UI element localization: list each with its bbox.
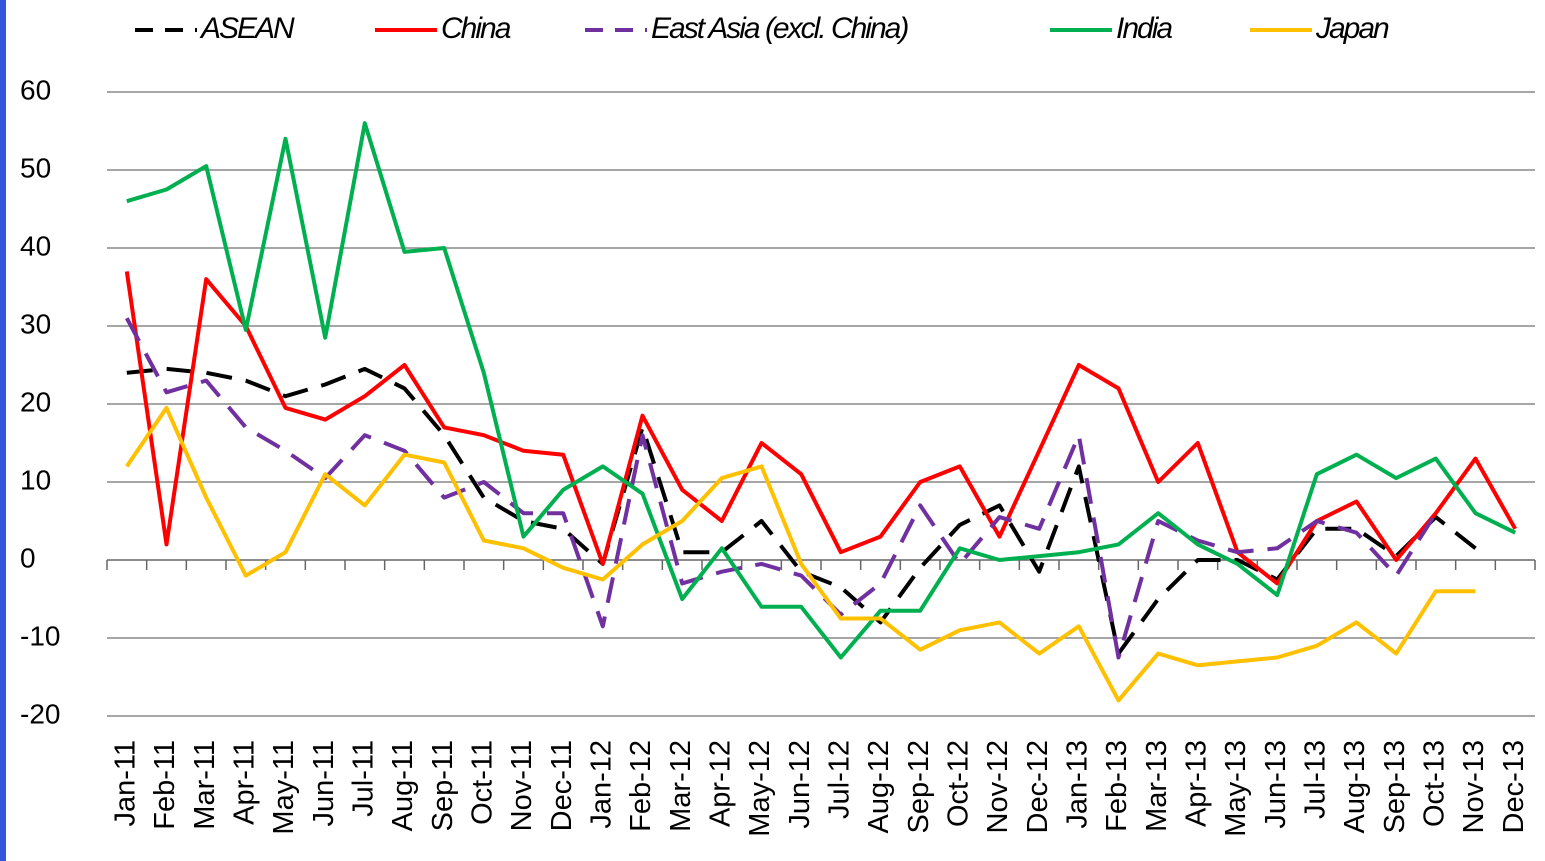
x-tick-label: Dec-13 bbox=[1498, 740, 1530, 834]
y-tick-label: 0 bbox=[20, 542, 36, 573]
x-tick-label: Oct-13 bbox=[1418, 740, 1450, 827]
x-tick-label: Aug-13 bbox=[1339, 740, 1371, 834]
x-tick-label: Jan-13 bbox=[1061, 740, 1093, 829]
y-tick-label: 30 bbox=[20, 308, 51, 339]
x-tick-label: Nov-12 bbox=[982, 740, 1014, 834]
legend-label: India bbox=[1116, 12, 1172, 45]
x-tick-label: Feb-13 bbox=[1101, 740, 1133, 832]
x-tick-label: May-11 bbox=[268, 740, 300, 835]
x-tick-label: Dec-12 bbox=[1022, 740, 1054, 834]
x-tick-label: Oct-11 bbox=[466, 740, 498, 825]
x-tick-label: Mar-12 bbox=[665, 740, 697, 832]
series-line bbox=[124, 271, 1517, 586]
y-tick-label: 40 bbox=[20, 230, 51, 261]
x-tick-label: Mar-11 bbox=[189, 740, 221, 830]
x-tick-label: Sep-13 bbox=[1379, 740, 1411, 834]
legend-label: ASEAN bbox=[199, 12, 295, 45]
legend-label: China bbox=[441, 12, 511, 45]
series-line bbox=[125, 405, 1476, 703]
x-tick-label: Apr-13 bbox=[1180, 740, 1212, 827]
x-tick-label: Feb-12 bbox=[625, 740, 657, 832]
y-tick-label: 10 bbox=[20, 464, 51, 495]
x-tick-label: Aug-12 bbox=[863, 740, 895, 834]
x-tick-label: Apr-11 bbox=[228, 740, 260, 825]
x-tick-label: Jul-11 bbox=[347, 740, 379, 817]
left-border bbox=[0, 0, 6, 861]
legend-label: Japan bbox=[1315, 12, 1389, 45]
x-tick-label: Jan-11 bbox=[109, 740, 141, 827]
x-tick-label: Mar-13 bbox=[1141, 740, 1173, 832]
x-tick-label: Sep-11 bbox=[427, 740, 459, 831]
x-tick-label: Jul-12 bbox=[823, 740, 855, 819]
x-tick-label: Oct-12 bbox=[942, 740, 974, 827]
x-tick-label: Jun-11 bbox=[308, 740, 340, 827]
x-tick-label: Dec-11 bbox=[546, 740, 578, 831]
x-tick-label: Jun-13 bbox=[1260, 740, 1292, 829]
x-tick-label: May-12 bbox=[744, 740, 776, 837]
y-tick-label: 50 bbox=[20, 152, 51, 183]
legend: ASEAN China East Asia (excl. China) India Ja… bbox=[135, 12, 1391, 45]
x-tick-label: Nov-11 bbox=[506, 740, 538, 831]
x-tick-label: Apr-12 bbox=[704, 740, 736, 827]
x-tick-label: Jan-12 bbox=[585, 740, 617, 829]
x-tick-label: Sep-12 bbox=[903, 740, 935, 834]
x-tick-label: Jun-12 bbox=[784, 740, 816, 829]
legend-label: East Asia (excl. China) bbox=[651, 12, 908, 45]
x-tick-label: Nov-13 bbox=[1458, 740, 1490, 834]
x-tick-label: Jul-13 bbox=[1299, 740, 1331, 819]
series-line bbox=[126, 366, 1477, 656]
x-tick-label: Feb-11 bbox=[149, 740, 181, 830]
y-tick-label: 60 bbox=[20, 74, 51, 105]
series-line bbox=[126, 121, 1517, 660]
x-tick-label: Aug-11 bbox=[387, 740, 419, 831]
y-tick-label: -20 bbox=[20, 698, 60, 729]
x-tick-label: May-13 bbox=[1220, 740, 1252, 837]
y-tick-label: -10 bbox=[20, 620, 60, 651]
y-tick-label: 20 bbox=[20, 386, 51, 417]
